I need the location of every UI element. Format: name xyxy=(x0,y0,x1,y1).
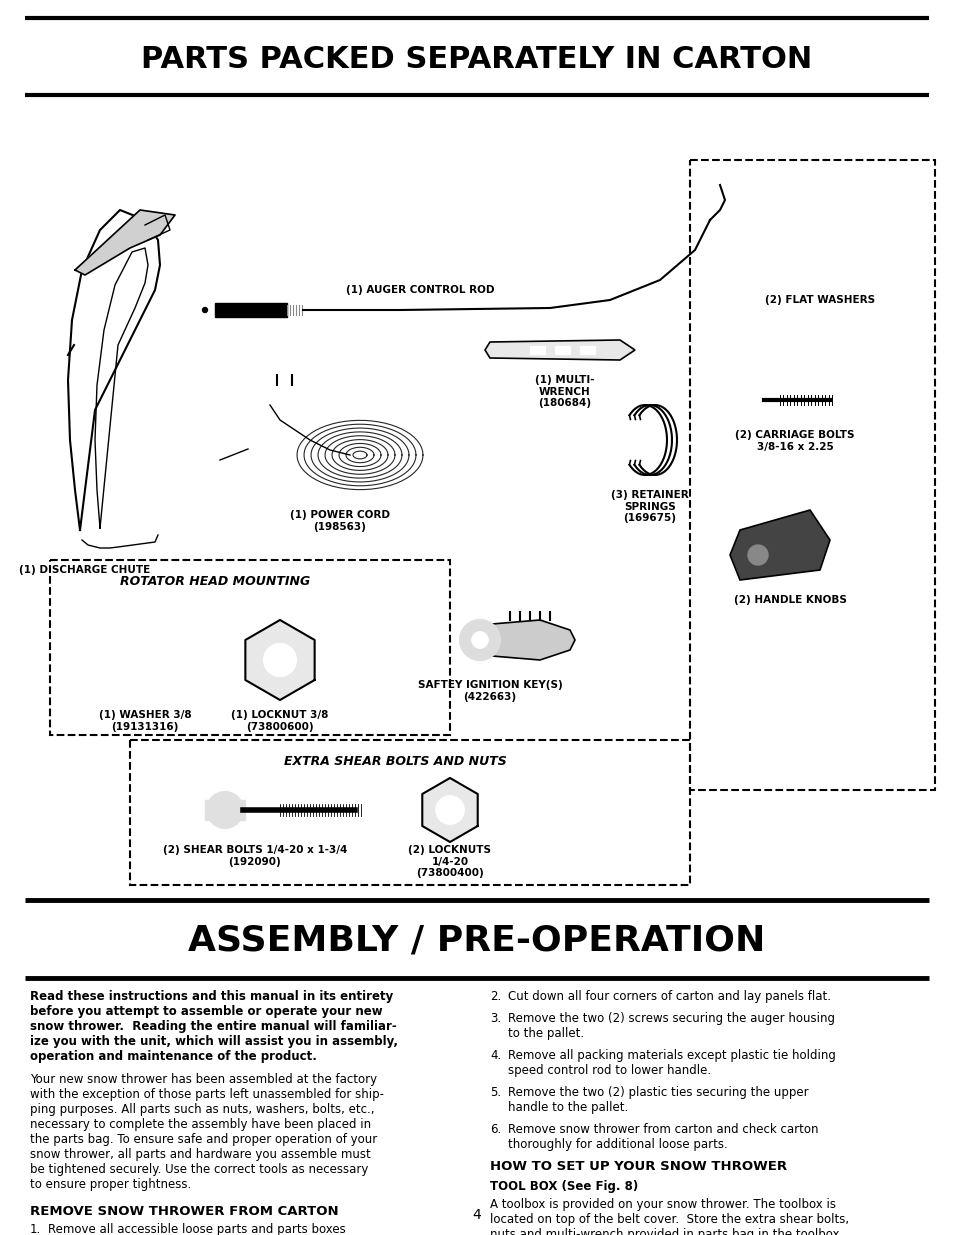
Text: Read these instructions and this manual in its entirety: Read these instructions and this manual … xyxy=(30,990,393,1003)
Polygon shape xyxy=(470,620,575,659)
Text: 4: 4 xyxy=(472,1208,481,1221)
Bar xyxy=(530,346,544,354)
Circle shape xyxy=(472,632,488,648)
Text: TOOL BOX (See Fig. 8): TOOL BOX (See Fig. 8) xyxy=(490,1179,638,1193)
Text: (3) RETAINER
SPRINGS
(169675): (3) RETAINER SPRINGS (169675) xyxy=(611,490,688,524)
Circle shape xyxy=(202,308,208,312)
Text: Your new snow thrower has been assembled at the factory: Your new snow thrower has been assembled… xyxy=(30,1073,376,1086)
Text: necessary to complete the assembly have been placed in: necessary to complete the assembly have … xyxy=(30,1118,371,1131)
Text: ping purposes. All parts such as nuts, washers, bolts, etc.,: ping purposes. All parts such as nuts, w… xyxy=(30,1103,375,1116)
Text: Cut down all four corners of carton and lay panels flat.: Cut down all four corners of carton and … xyxy=(507,990,830,1003)
Text: 6.: 6. xyxy=(490,1123,500,1136)
Polygon shape xyxy=(729,510,829,580)
Text: 3.: 3. xyxy=(490,1011,500,1025)
Bar xyxy=(214,303,287,317)
Text: SAFTEY IGNITION KEY(S)
(422663): SAFTEY IGNITION KEY(S) (422663) xyxy=(417,680,561,701)
Text: PARTS PACKED SEPARATELY IN CARTON: PARTS PACKED SEPARATELY IN CARTON xyxy=(141,46,812,74)
Text: to the pallet.: to the pallet. xyxy=(507,1028,583,1040)
Text: speed control rod to lower handle.: speed control rod to lower handle. xyxy=(507,1065,710,1077)
Circle shape xyxy=(436,797,463,824)
Text: handle to the pallet.: handle to the pallet. xyxy=(507,1100,628,1114)
Text: Remove all accessible loose parts and parts boxes: Remove all accessible loose parts and pa… xyxy=(48,1223,345,1235)
Text: Remove the two (2) plastic ties securing the upper: Remove the two (2) plastic ties securing… xyxy=(507,1086,808,1099)
Text: REMOVE SNOW THROWER FROM CARTON: REMOVE SNOW THROWER FROM CARTON xyxy=(30,1205,338,1218)
Circle shape xyxy=(459,620,499,659)
Bar xyxy=(205,800,245,820)
Text: snow thrower.  Reading the entire manual will familiar-: snow thrower. Reading the entire manual … xyxy=(30,1020,396,1032)
Circle shape xyxy=(216,802,233,818)
Text: (2) HANDLE KNOBS: (2) HANDLE KNOBS xyxy=(733,595,845,605)
Text: A toolbox is provided on your snow thrower. The toolbox is: A toolbox is provided on your snow throw… xyxy=(490,1198,835,1212)
Polygon shape xyxy=(422,778,477,842)
Bar xyxy=(738,387,761,414)
Text: the parts bag. To ensure safe and proper operation of your: the parts bag. To ensure safe and proper… xyxy=(30,1132,376,1146)
Text: (1) WASHER 3/8
(19131316): (1) WASHER 3/8 (19131316) xyxy=(98,710,192,731)
Text: snow thrower, all parts and hardware you assemble must: snow thrower, all parts and hardware you… xyxy=(30,1149,371,1161)
Polygon shape xyxy=(245,620,314,700)
Text: to ensure proper tightness.: to ensure proper tightness. xyxy=(30,1178,191,1191)
Text: (1) POWER CORD
(198563): (1) POWER CORD (198563) xyxy=(290,510,390,531)
Text: (2) SHEAR BOLTS 1/4-20 x 1-3/4
(192090): (2) SHEAR BOLTS 1/4-20 x 1-3/4 (192090) xyxy=(163,845,347,867)
Text: Remove the two (2) screws securing the auger housing: Remove the two (2) screws securing the a… xyxy=(507,1011,834,1025)
Bar xyxy=(66,345,82,357)
Text: operation and maintenance of the product.: operation and maintenance of the product… xyxy=(30,1050,316,1063)
Text: 2.: 2. xyxy=(490,990,500,1003)
Text: Remove all packing materials except plastic tie holding: Remove all packing materials except plas… xyxy=(507,1049,835,1062)
Text: (1) DISCHARGE CHUTE: (1) DISCHARGE CHUTE xyxy=(19,564,151,576)
Text: be tightened securely. Use the correct tools as necessary: be tightened securely. Use the correct t… xyxy=(30,1163,368,1176)
Text: EXTRA SHEAR BOLTS AND NUTS: EXTRA SHEAR BOLTS AND NUTS xyxy=(283,755,506,768)
Text: ASSEMBLY / PRE-OPERATION: ASSEMBLY / PRE-OPERATION xyxy=(188,923,765,957)
Text: (1) AUGER CONTROL ROD: (1) AUGER CONTROL ROD xyxy=(345,285,494,295)
Text: (1) LOCKNUT 3/8
(73800600): (1) LOCKNUT 3/8 (73800600) xyxy=(231,710,329,731)
Text: 5.: 5. xyxy=(490,1086,500,1099)
Text: (2) FLAT WASHERS: (2) FLAT WASHERS xyxy=(764,295,874,305)
Text: ize you with the unit, which will assist you in assembly,: ize you with the unit, which will assist… xyxy=(30,1035,397,1049)
Polygon shape xyxy=(75,210,174,275)
Text: located on top of the belt cover.  Store the extra shear bolts,: located on top of the belt cover. Store … xyxy=(490,1213,848,1226)
Text: HOW TO SET UP YOUR SNOW THROWER: HOW TO SET UP YOUR SNOW THROWER xyxy=(490,1160,786,1173)
Text: (1) MULTI-
WRENCH
(180684): (1) MULTI- WRENCH (180684) xyxy=(535,375,594,409)
Text: 4.: 4. xyxy=(490,1049,500,1062)
Text: (2) LOCKNUTS
1/4-20
(73800400): (2) LOCKNUTS 1/4-20 (73800400) xyxy=(408,845,491,878)
Text: before you attempt to assemble or operate your new: before you attempt to assemble or operat… xyxy=(30,1005,382,1018)
Circle shape xyxy=(207,792,243,827)
Text: thoroughly for additional loose parts.: thoroughly for additional loose parts. xyxy=(507,1137,727,1151)
Bar xyxy=(270,385,299,420)
Circle shape xyxy=(264,643,295,676)
Text: (2) CARRIAGE BOLTS
3/8-16 x 2.25: (2) CARRIAGE BOLTS 3/8-16 x 2.25 xyxy=(735,430,854,452)
Text: nuts and multi-wrench provided in parts bag in the toolbox.: nuts and multi-wrench provided in parts … xyxy=(490,1228,842,1235)
Bar xyxy=(248,440,270,458)
Polygon shape xyxy=(484,340,635,359)
Text: ROTATOR HEAD MOUNTING: ROTATOR HEAD MOUNTING xyxy=(120,576,310,588)
Bar xyxy=(579,346,595,354)
Text: with the exception of those parts left unassembled for ship-: with the exception of those parts left u… xyxy=(30,1088,384,1100)
Circle shape xyxy=(747,545,767,564)
Text: 1.: 1. xyxy=(30,1223,41,1235)
Text: Remove snow thrower from carton and check carton: Remove snow thrower from carton and chec… xyxy=(507,1123,818,1136)
Bar xyxy=(555,346,569,354)
